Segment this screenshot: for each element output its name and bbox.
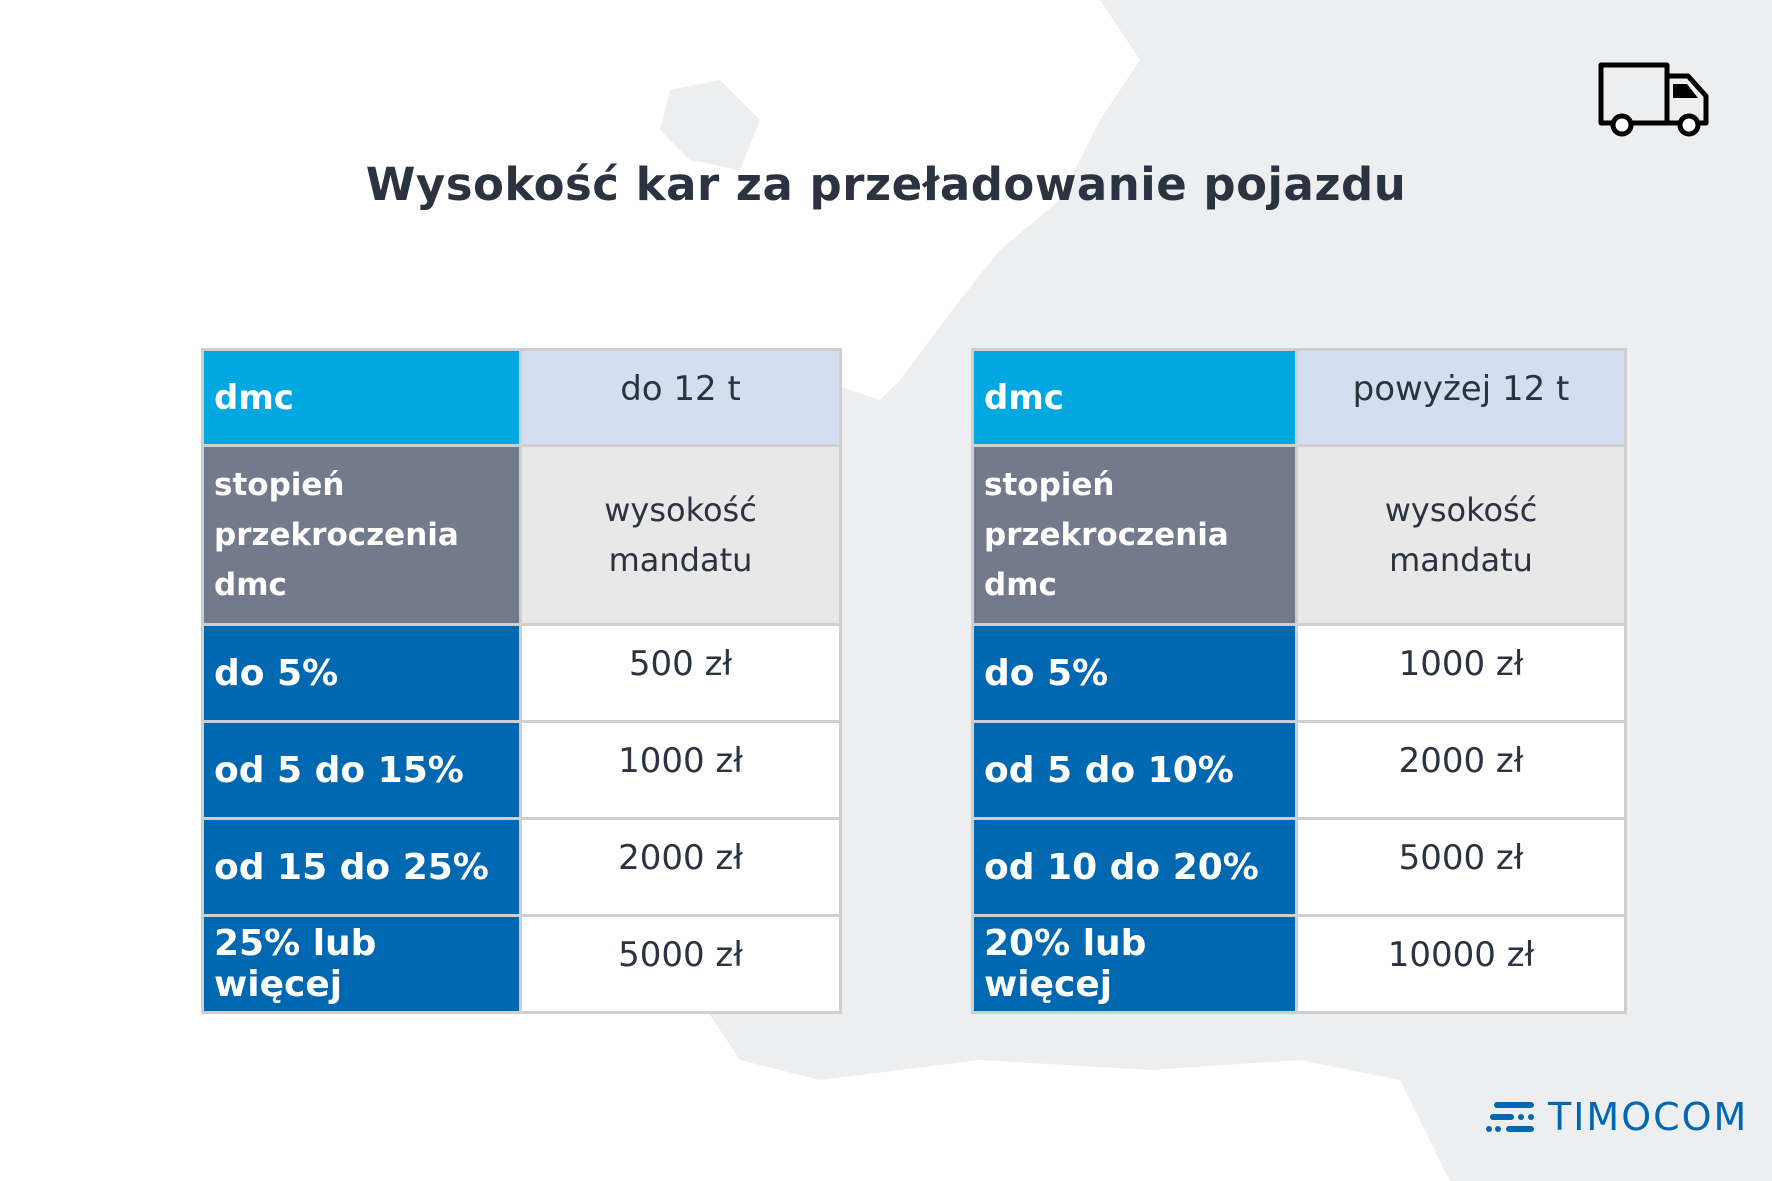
header-value: do 12 t	[522, 351, 839, 444]
logo-text: TIMOCOM	[1548, 1095, 1749, 1139]
header-label: dmc	[204, 351, 519, 444]
row-value: 5000 zł	[522, 917, 839, 1011]
row-value: 1000 zł	[522, 723, 839, 817]
row-label: od 15 do 25%	[204, 820, 519, 914]
row-value: 10000 zł	[1298, 917, 1624, 1011]
header-value: powyżej 12 t	[1298, 351, 1624, 444]
row-value: 500 zł	[522, 626, 839, 720]
truck-icon	[1598, 62, 1709, 137]
timocom-logo: TIMOCOM	[1486, 1095, 1748, 1139]
row-label: do 5%	[204, 626, 519, 720]
page-title: Wysokość kar za przeładowanie pojazdu	[365, 158, 1407, 211]
row-value: 5000 zł	[1298, 820, 1624, 914]
header-label: dmc	[974, 351, 1295, 444]
subheader-value: wysokość mandatu	[1298, 447, 1624, 623]
row-label: 25% lub więcej	[204, 917, 519, 1011]
row-label: 20% lub więcej	[974, 917, 1295, 1011]
subheader-label: stopień przekroczenia dmc	[974, 447, 1295, 623]
row-label: od 5 do 10%	[974, 723, 1295, 817]
subheader-value: wysokość mandatu	[522, 447, 839, 623]
row-label: od 10 do 20%	[974, 820, 1295, 914]
subheader-label: stopień przekroczenia dmc	[204, 447, 519, 623]
table-up-to-12t: dmc do 12 t stopień przekroczenia dmc wy…	[201, 348, 842, 1014]
row-label: od 5 do 15%	[204, 723, 519, 817]
table-above-12t: dmc powyżej 12 t stopień przekroczenia d…	[971, 348, 1627, 1014]
row-value: 1000 zł	[1298, 626, 1624, 720]
row-label: do 5%	[974, 626, 1295, 720]
row-value: 2000 zł	[522, 820, 839, 914]
timocom-logo-mark-icon	[1486, 1102, 1534, 1132]
row-value: 2000 zł	[1298, 723, 1624, 817]
